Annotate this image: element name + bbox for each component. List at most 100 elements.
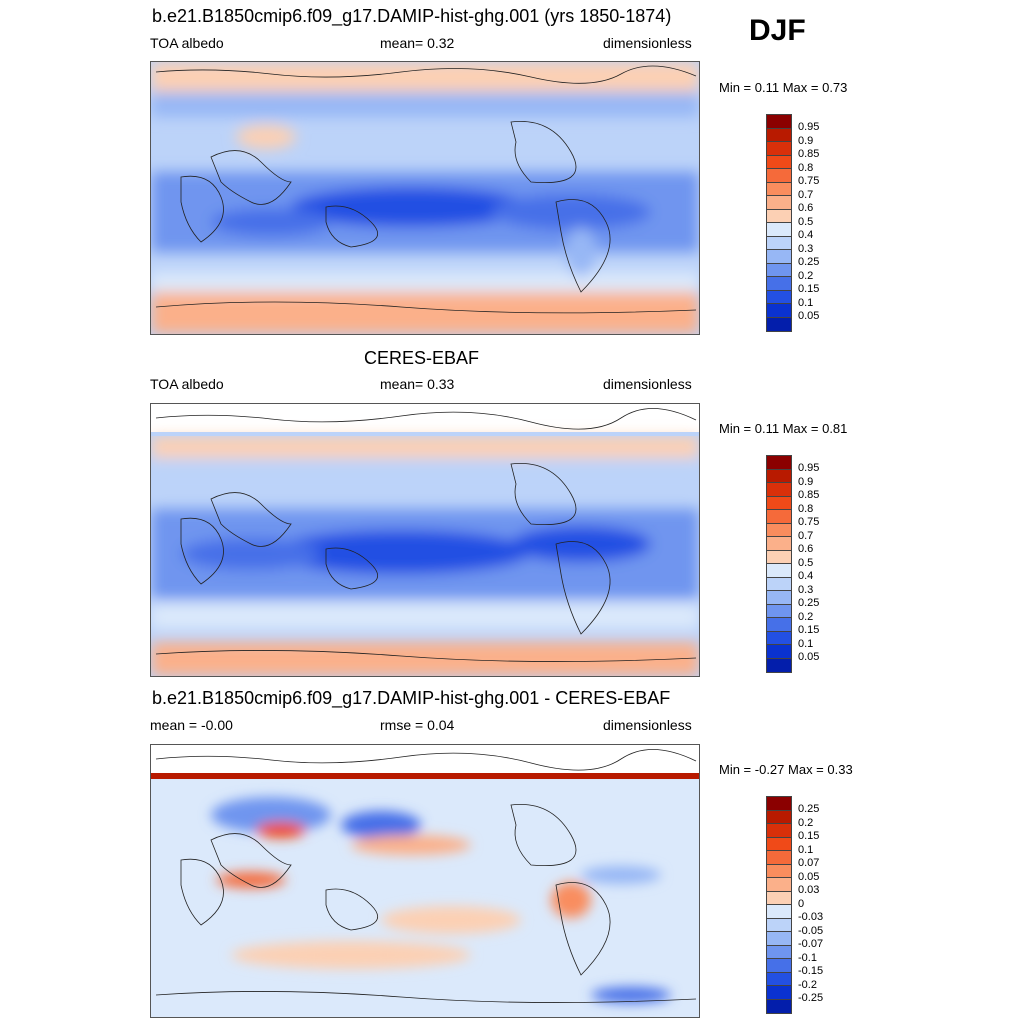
panel-1-title: b.e21.B1850cmip6.f09_g17.DAMIP-hist-ghg.… <box>152 6 672 26</box>
colorbar-swatch <box>767 577 791 591</box>
panel-1-units-label: dimensionless <box>603 35 692 51</box>
colorbar-swatch <box>767 891 791 905</box>
panel-1-map <box>150 61 700 335</box>
colorbar-tick-label: 0.7 <box>798 529 814 542</box>
colorbar-tick-label: 0 <box>798 897 805 910</box>
panel-2-variable-label: TOA albedo <box>150 376 224 392</box>
colorbar-swatch <box>767 182 791 196</box>
colorbar-swatch <box>767 209 791 223</box>
colorbar-tick-label: 0.5 <box>798 215 814 228</box>
colorbar-tick-label: -0.2 <box>798 978 817 991</box>
panel-3-rmse-label: rmse = 0.04 <box>380 717 455 733</box>
colorbar-tick-label: 0.7 <box>798 188 814 201</box>
colorbar-swatch <box>767 115 791 129</box>
panel-3-units-label: dimensionless <box>603 717 692 733</box>
colorbar-swatch <box>767 277 791 291</box>
colorbar-swatch <box>767 851 791 865</box>
colorbar-tick-label: 0.9 <box>798 475 814 488</box>
coastlines-3 <box>155 749 697 1003</box>
colorbar-tick-label: 0.95 <box>798 462 820 474</box>
colorbar-swatch <box>767 564 791 578</box>
colorbar-tick-label: 0.6 <box>798 202 814 214</box>
colorbar-tick-label: -0.05 <box>798 924 824 937</box>
colorbar-swatch <box>767 591 791 605</box>
colorbar-swatch <box>767 837 791 851</box>
colorbar-tick-label: 0.6 <box>798 543 814 555</box>
colorbar-swatch <box>767 456 791 470</box>
colorbar-swatch <box>767 864 791 878</box>
panel-2-colorbar <box>766 455 792 673</box>
colorbar-tick-label: 0.25 <box>798 597 820 609</box>
colorbar-tick-label: 0.25 <box>798 803 820 815</box>
colorbar-tick-label: 0.2 <box>798 269 814 282</box>
colorbar-tick-label: 0.05 <box>798 870 820 883</box>
coastlines-1 <box>155 65 697 314</box>
season-label: DJF <box>749 14 806 47</box>
colorbar-swatch <box>767 290 791 304</box>
panel-2-title: CERES-EBAF <box>364 348 480 368</box>
colorbar-swatch <box>767 496 791 510</box>
colorbar-tick-label: 0.3 <box>798 583 814 596</box>
panel-1-mean-label: mean= 0.32 <box>380 35 455 51</box>
colorbar-swatch <box>767 618 791 632</box>
panel-2-mean-label: mean= 0.33 <box>380 376 455 392</box>
colorbar-tick-label: 0.15 <box>798 283 820 295</box>
colorbar-tick-label: 0.1 <box>798 296 814 309</box>
colorbar-tick-label: 0.4 <box>798 229 814 241</box>
colorbar-swatch <box>767 986 791 1000</box>
colorbar-tick-label: 0.1 <box>798 637 814 650</box>
colorbar-swatch <box>767 196 791 210</box>
colorbar-swatch <box>767 523 791 537</box>
colorbar-tick-label: -0.1 <box>798 951 817 964</box>
colorbar-swatch <box>767 905 791 919</box>
colorbar-tick-label: 0.75 <box>798 516 820 528</box>
colorbar-tick-label: 0.25 <box>798 256 820 268</box>
panel-3-title: b.e21.B1850cmip6.f09_g17.DAMIP-hist-ghg.… <box>152 688 671 708</box>
colorbar-swatch <box>767 645 791 659</box>
panel-1-variable-label: TOA albedo <box>150 35 224 51</box>
coastlines-2 <box>155 408 697 662</box>
colorbar-swatch <box>767 263 791 277</box>
colorbar-tick-label: 0.8 <box>798 161 814 174</box>
colorbar-swatch <box>767 658 791 672</box>
colorbar-swatch <box>767 550 791 564</box>
panel-3-map <box>150 744 700 1018</box>
colorbar-tick-label: 0.9 <box>798 134 814 147</box>
colorbar-swatch <box>767 169 791 183</box>
colorbar-tick-label: 0.2 <box>798 816 814 829</box>
colorbar-swatch <box>767 223 791 237</box>
colorbar-tick-label: 0.95 <box>798 121 820 133</box>
colorbar-tick-label: 0.5 <box>798 556 814 569</box>
colorbar-swatch <box>767 128 791 142</box>
panel-1-colorbar <box>766 114 792 332</box>
colorbar-swatch <box>767 932 791 946</box>
colorbar-swatch <box>767 972 791 986</box>
colorbar-swatch <box>767 999 791 1013</box>
colorbar-swatch <box>767 631 791 645</box>
colorbar-swatch <box>767 142 791 156</box>
colorbar-swatch <box>767 918 791 932</box>
colorbar-tick-label: 0.05 <box>798 651 820 663</box>
colorbar-tick-label: 0.07 <box>798 857 820 869</box>
colorbar-swatch <box>767 483 791 497</box>
colorbar-tick-label: 0.15 <box>798 830 820 842</box>
colorbar-swatch <box>767 797 791 811</box>
colorbar-swatch <box>767 878 791 892</box>
colorbar-swatch <box>767 469 791 483</box>
panel-3-colorbar <box>766 796 792 1014</box>
colorbar-tick-label: 0.75 <box>798 175 820 187</box>
colorbar-swatch <box>767 236 791 250</box>
colorbar-tick-label: 0.1 <box>798 843 814 856</box>
colorbar-tick-label: -0.25 <box>798 992 824 1004</box>
colorbar-tick-label: -0.03 <box>798 911 824 923</box>
colorbar-tick-label: 0.3 <box>798 242 814 255</box>
colorbar-swatch <box>767 250 791 264</box>
colorbar-tick-label: 0.05 <box>798 310 820 322</box>
colorbar-swatch <box>767 824 791 838</box>
colorbar-swatch <box>767 510 791 524</box>
colorbar-swatch <box>767 959 791 973</box>
panel-2-map <box>150 403 700 677</box>
colorbar-swatch <box>767 810 791 824</box>
colorbar-tick-label: 0.2 <box>798 610 814 623</box>
panel-1-minmax: Min = 0.11 Max = 0.73 <box>719 80 848 95</box>
